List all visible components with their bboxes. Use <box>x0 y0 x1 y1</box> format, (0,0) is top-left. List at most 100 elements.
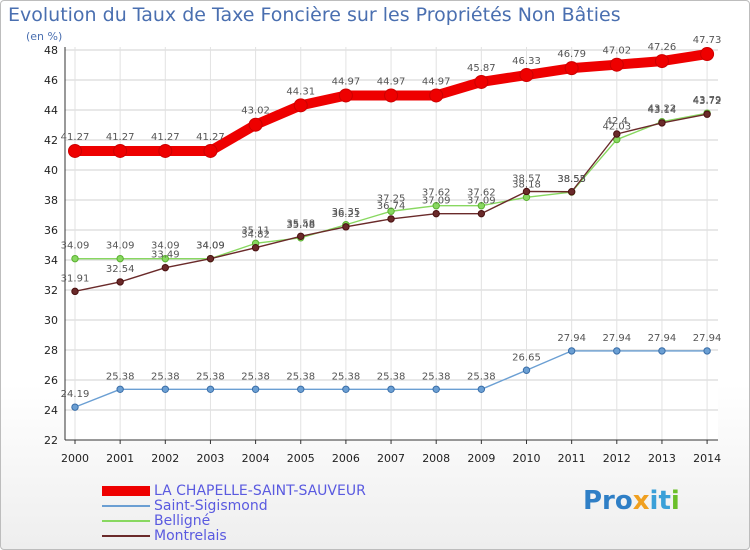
data-point <box>342 385 350 393</box>
proxiti-logo: Proxiti <box>583 486 680 516</box>
y-tick-label: 30 <box>44 314 58 327</box>
data-point <box>477 202 486 210</box>
data-label: 34.82 <box>241 230 270 241</box>
data-point <box>71 403 79 411</box>
data-point <box>432 385 440 393</box>
data-point <box>203 143 218 158</box>
data-point <box>703 110 711 118</box>
x-tick-label: 2003 <box>196 452 224 465</box>
x-tick-label: 2004 <box>242 452 270 465</box>
y-tick-label: 34 <box>44 254 58 267</box>
legend-swatch <box>102 486 150 496</box>
data-point <box>477 209 486 218</box>
data-label: 41.27 <box>106 132 135 143</box>
data-label: 38.53 <box>557 174 586 185</box>
data-point <box>387 385 395 393</box>
data-label: 46.33 <box>512 56 541 67</box>
data-point <box>248 117 263 132</box>
data-label: 43.72 <box>693 96 722 107</box>
data-point <box>432 202 440 210</box>
x-tick-label: 2006 <box>332 452 360 465</box>
data-point <box>116 254 124 263</box>
chart-unit: (en %) <box>26 30 63 43</box>
data-label: 37.62 <box>467 188 496 199</box>
data-point <box>567 347 576 355</box>
data-point <box>477 385 486 393</box>
legend-label: Saint-Sigismond <box>154 498 268 514</box>
data-label: 27.94 <box>648 333 677 344</box>
data-point <box>161 263 170 272</box>
y-tick-label: 46 <box>44 74 58 87</box>
data-label: 25.38 <box>377 371 406 382</box>
data-point <box>161 254 170 263</box>
data-label: 47.02 <box>602 46 631 57</box>
data-label: 43.14 <box>648 105 677 116</box>
data-point <box>293 98 308 113</box>
y-tick-label: 24 <box>44 404 58 417</box>
y-tick-label: 22 <box>44 434 58 447</box>
data-point <box>522 366 531 374</box>
legend-swatch <box>102 505 150 507</box>
data-label: 25.38 <box>422 371 451 382</box>
data-label: 34.09 <box>196 241 225 252</box>
data-label: 35.58 <box>286 218 315 229</box>
data-point <box>206 385 215 393</box>
y-tick-label: 26 <box>44 374 58 387</box>
data-point <box>567 188 576 196</box>
y-tick-label: 40 <box>44 164 58 177</box>
data-point <box>342 223 350 231</box>
data-point <box>613 347 621 355</box>
data-point <box>613 130 621 138</box>
y-tick-label: 38 <box>44 194 58 207</box>
data-point <box>161 385 170 393</box>
data-point <box>206 254 215 263</box>
data-label: 34.09 <box>61 241 90 252</box>
data-label: 37.62 <box>422 188 451 199</box>
data-point <box>71 287 79 296</box>
data-point <box>68 143 82 158</box>
data-label: 32.54 <box>106 264 135 275</box>
data-point <box>387 207 395 215</box>
data-label: 42.4 <box>606 116 628 127</box>
x-tick-label: 2012 <box>603 452 631 465</box>
y-tick-label: 44 <box>44 104 58 117</box>
x-tick-label: 2007 <box>377 452 405 465</box>
data-label: 47.26 <box>648 42 677 53</box>
data-point <box>654 54 669 69</box>
y-tick-label: 42 <box>44 134 58 147</box>
x-tick-label: 2013 <box>648 452 676 465</box>
data-label: 43.22 <box>648 104 677 115</box>
data-label: 41.27 <box>151 132 180 143</box>
data-point <box>338 88 353 103</box>
data-label: 41.27 <box>61 132 90 143</box>
data-label: 34.09 <box>106 241 135 252</box>
legend-label: Belligné <box>154 513 211 529</box>
data-label: 25.38 <box>332 371 361 382</box>
data-point <box>474 74 489 89</box>
data-label: 31.91 <box>61 273 90 284</box>
data-point <box>158 143 173 158</box>
data-label: 42.03 <box>602 122 631 133</box>
data-point <box>609 57 624 72</box>
y-tick-label: 28 <box>44 344 58 357</box>
data-label: 46.79 <box>557 49 586 60</box>
y-tick-label: 36 <box>44 224 58 237</box>
data-label: 25.38 <box>286 371 315 382</box>
data-label: 44.97 <box>377 76 406 87</box>
x-tick-label: 2014 <box>693 452 721 465</box>
data-label: 44.97 <box>422 76 451 87</box>
data-point <box>387 215 395 223</box>
data-point <box>522 187 531 196</box>
data-label: 38.55 <box>557 174 586 185</box>
data-label: 44.31 <box>286 86 315 97</box>
data-label: 43.79 <box>693 95 722 106</box>
x-tick-label: 2000 <box>61 452 89 465</box>
data-point <box>429 88 444 103</box>
data-label: 25.38 <box>151 371 180 382</box>
data-point <box>71 254 79 263</box>
y-tick-label: 32 <box>44 284 58 297</box>
data-point <box>116 278 124 286</box>
data-label: 45.87 <box>467 63 496 74</box>
data-label: 27.94 <box>557 333 586 344</box>
